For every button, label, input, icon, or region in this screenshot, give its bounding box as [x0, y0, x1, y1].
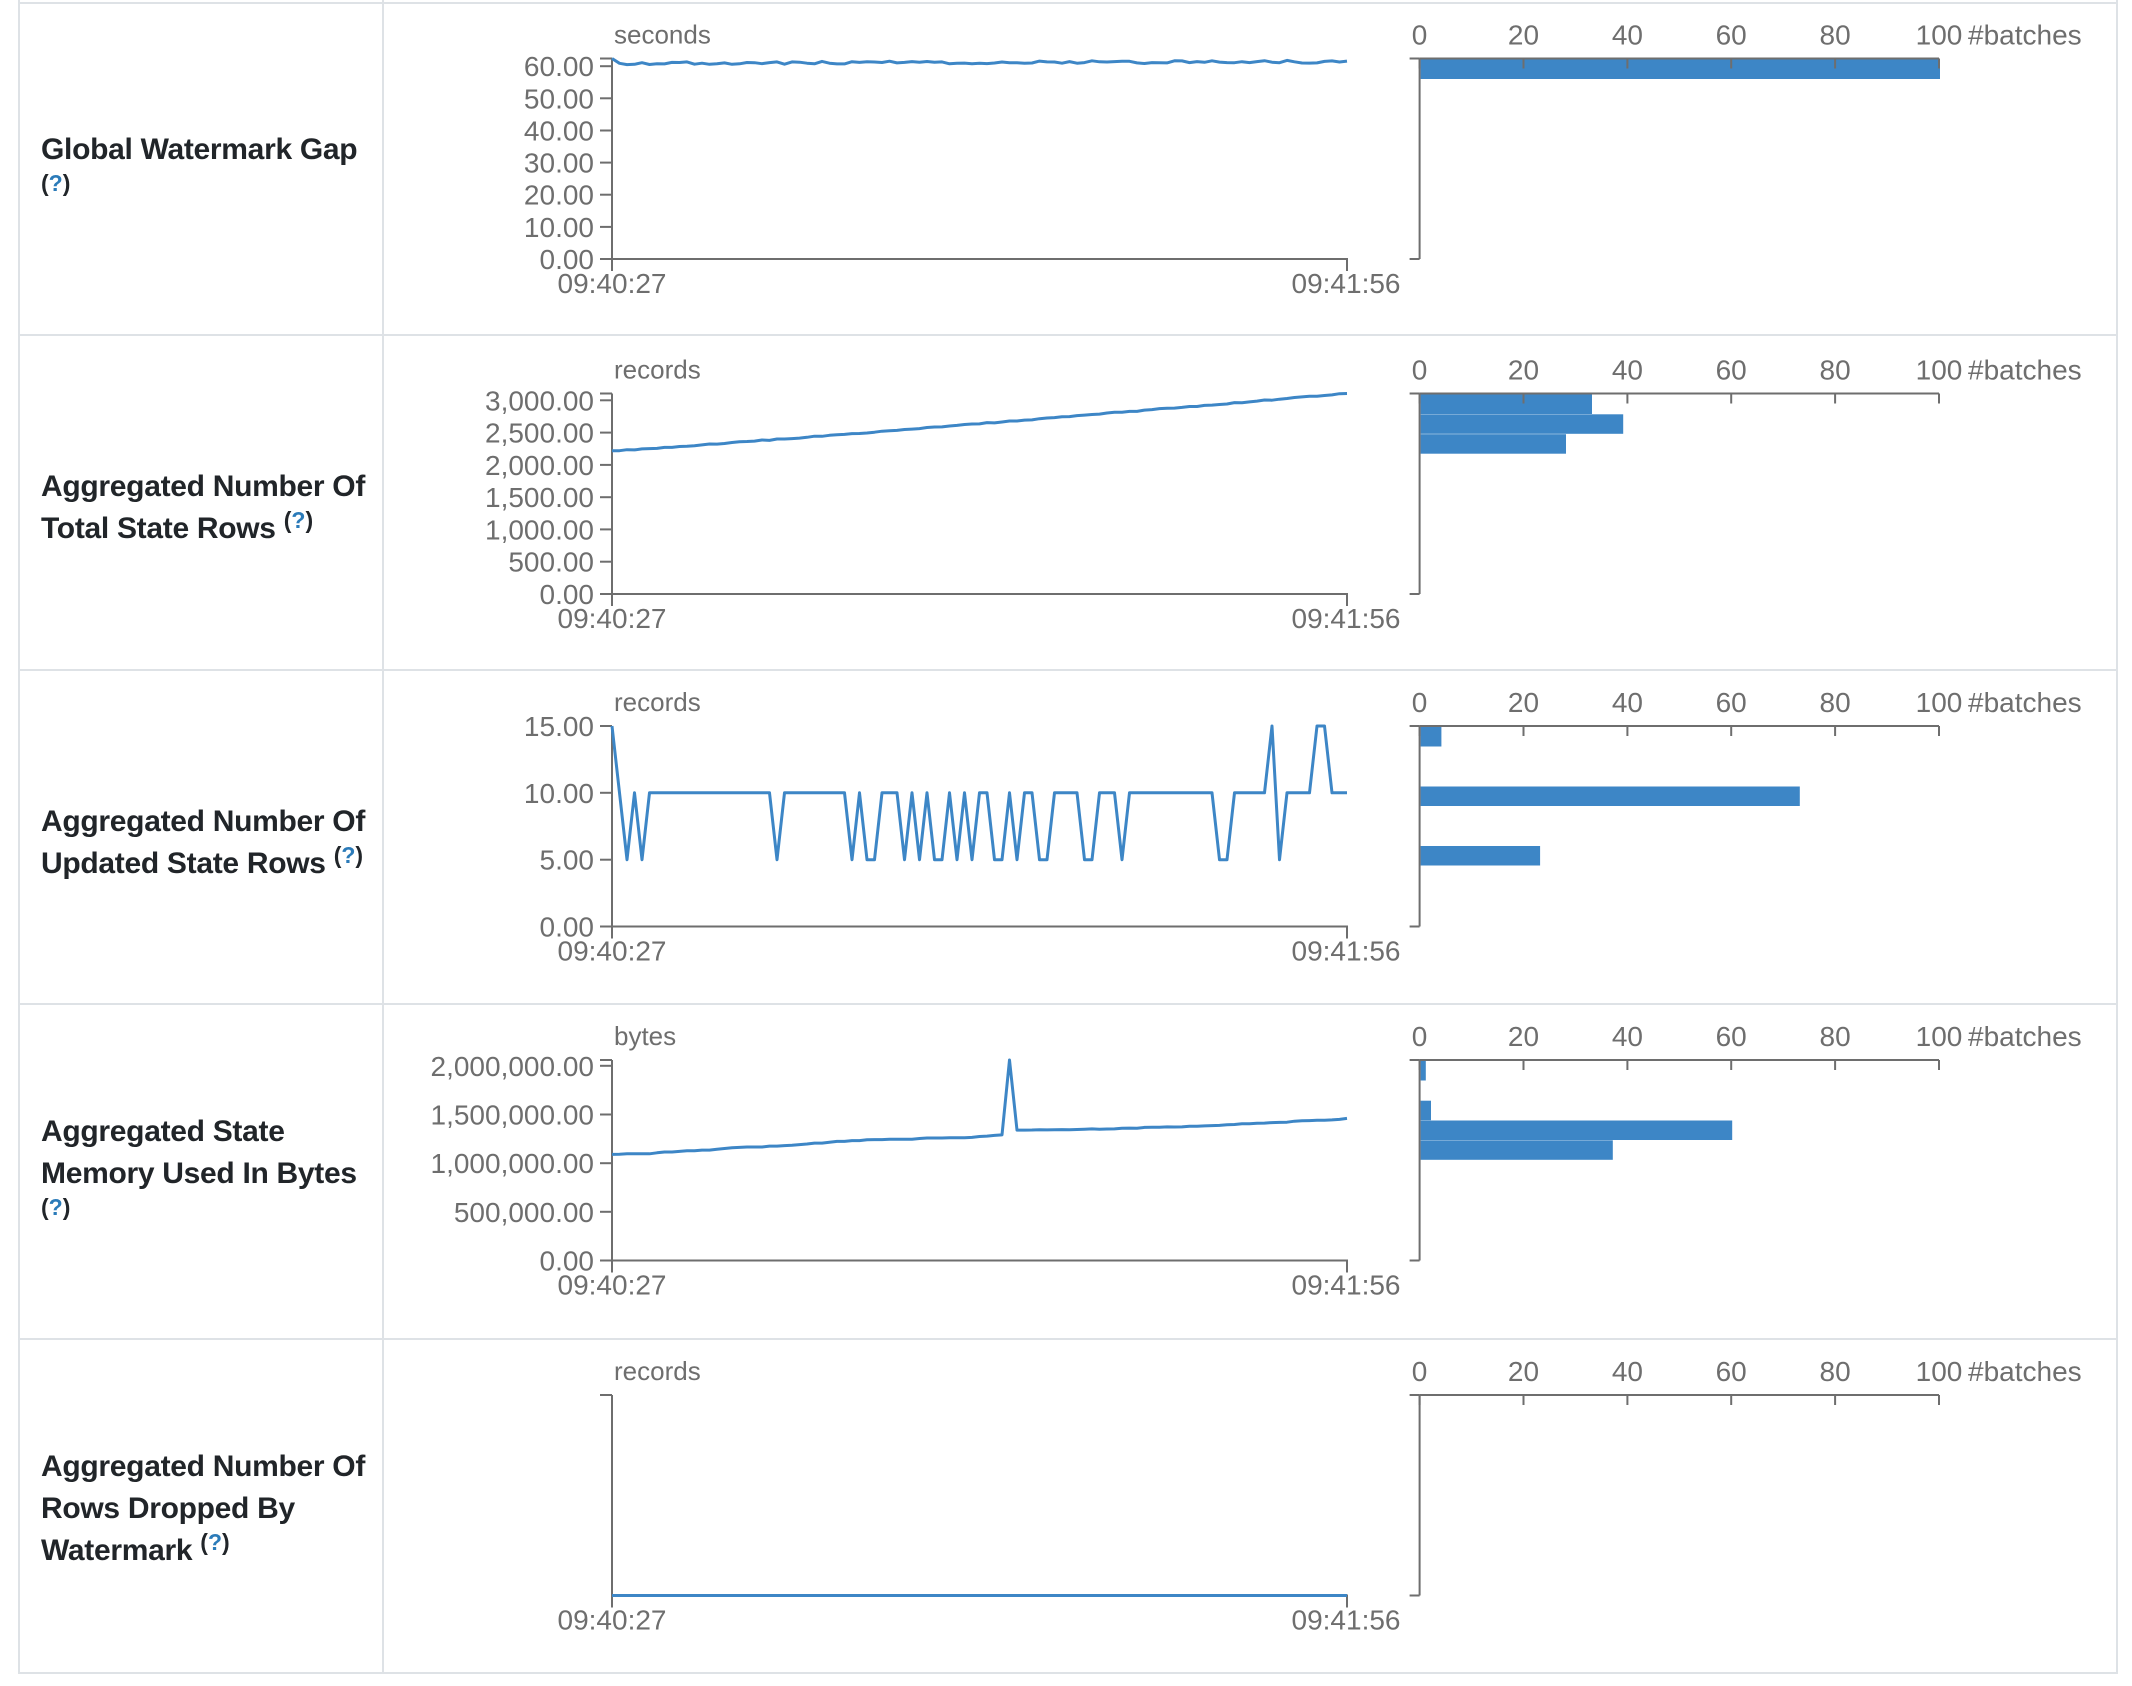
- svg-text:09:41:56: 09:41:56: [1292, 1270, 1401, 1301]
- svg-text:20: 20: [1508, 355, 1539, 386]
- svg-text:records: records: [614, 1356, 701, 1386]
- svg-text:80: 80: [1820, 687, 1851, 718]
- svg-text:100: 100: [1916, 355, 1963, 386]
- svg-text:09:40:27: 09:40:27: [558, 1605, 667, 1636]
- svg-text:500,000.00: 500,000.00: [454, 1197, 594, 1228]
- svg-text:09:41:56: 09:41:56: [1292, 936, 1401, 967]
- svg-text:40: 40: [1612, 687, 1643, 718]
- svg-text:80: 80: [1820, 1356, 1851, 1387]
- svg-text:3,000.00: 3,000.00: [485, 385, 594, 416]
- svg-text:20: 20: [1508, 20, 1539, 51]
- svg-text:60: 60: [1716, 355, 1747, 386]
- svg-text:0: 0: [1412, 355, 1428, 386]
- svg-text:10.00: 10.00: [524, 212, 594, 243]
- svg-text:09:40:27: 09:40:27: [558, 603, 667, 634]
- svg-text:40: 40: [1612, 1356, 1643, 1387]
- svg-text:40.00: 40.00: [524, 116, 594, 147]
- svg-text:500.00: 500.00: [508, 547, 594, 578]
- svg-text:40: 40: [1612, 20, 1643, 51]
- svg-text:100: 100: [1916, 1021, 1963, 1052]
- svg-text:40: 40: [1612, 355, 1643, 386]
- svg-text:bytes: bytes: [614, 1021, 676, 1051]
- svg-text:100: 100: [1916, 20, 1963, 51]
- svg-text:30.00: 30.00: [524, 148, 594, 179]
- svg-text:40: 40: [1612, 1021, 1643, 1052]
- svg-text:records: records: [614, 687, 701, 717]
- svg-text:20: 20: [1508, 1021, 1539, 1052]
- svg-text:09:40:27: 09:40:27: [558, 1270, 667, 1301]
- svg-text:60.00: 60.00: [524, 51, 594, 82]
- svg-text:seconds: seconds: [614, 20, 711, 50]
- svg-text:0: 0: [1412, 1021, 1428, 1052]
- svg-text:20: 20: [1508, 687, 1539, 718]
- svg-text:1,500.00: 1,500.00: [485, 482, 594, 513]
- svg-text:1,000.00: 1,000.00: [485, 514, 594, 545]
- svg-text:100: 100: [1916, 687, 1963, 718]
- svg-text:2,000,000.00: 2,000,000.00: [431, 1051, 595, 1082]
- svg-text:#batches: #batches: [1968, 1021, 2082, 1052]
- svg-text:0.00: 0.00: [540, 912, 595, 943]
- svg-text:60: 60: [1716, 687, 1747, 718]
- svg-text:09:41:56: 09:41:56: [1292, 1605, 1401, 1636]
- svg-text:1,500,000.00: 1,500,000.00: [431, 1100, 595, 1131]
- svg-text:60: 60: [1716, 1021, 1747, 1052]
- svg-text:5.00: 5.00: [540, 845, 595, 876]
- svg-text:0.00: 0.00: [540, 1246, 595, 1277]
- svg-text:records: records: [614, 355, 701, 385]
- svg-text:50.00: 50.00: [524, 83, 594, 114]
- svg-text:0: 0: [1412, 687, 1428, 718]
- svg-text:100: 100: [1916, 1356, 1963, 1387]
- svg-text:09:41:56: 09:41:56: [1292, 268, 1401, 299]
- svg-text:10.00: 10.00: [524, 778, 594, 809]
- svg-text:09:40:27: 09:40:27: [558, 268, 667, 299]
- svg-text:0.00: 0.00: [540, 244, 595, 275]
- svg-text:20.00: 20.00: [524, 180, 594, 211]
- svg-text:#batches: #batches: [1968, 1356, 2082, 1387]
- svg-text:80: 80: [1820, 20, 1851, 51]
- svg-text:15.00: 15.00: [524, 711, 594, 742]
- svg-text:2,000.00: 2,000.00: [485, 450, 594, 481]
- svg-text:0: 0: [1412, 20, 1428, 51]
- svg-text:#batches: #batches: [1968, 20, 2082, 51]
- svg-text:#batches: #batches: [1968, 355, 2082, 386]
- svg-text:1,000,000.00: 1,000,000.00: [431, 1148, 595, 1179]
- svg-text:80: 80: [1820, 1021, 1851, 1052]
- svg-text:60: 60: [1716, 20, 1747, 51]
- svg-text:60: 60: [1716, 1356, 1747, 1387]
- svg-text:09:41:56: 09:41:56: [1292, 603, 1401, 634]
- svg-text:0: 0: [1412, 1356, 1428, 1387]
- svg-text:09:40:27: 09:40:27: [558, 936, 667, 967]
- svg-text:20: 20: [1508, 1356, 1539, 1387]
- svg-text:0.00: 0.00: [540, 579, 595, 610]
- svg-text:2,500.00: 2,500.00: [485, 418, 594, 449]
- svg-text:80: 80: [1820, 355, 1851, 386]
- svg-text:#batches: #batches: [1968, 687, 2082, 718]
